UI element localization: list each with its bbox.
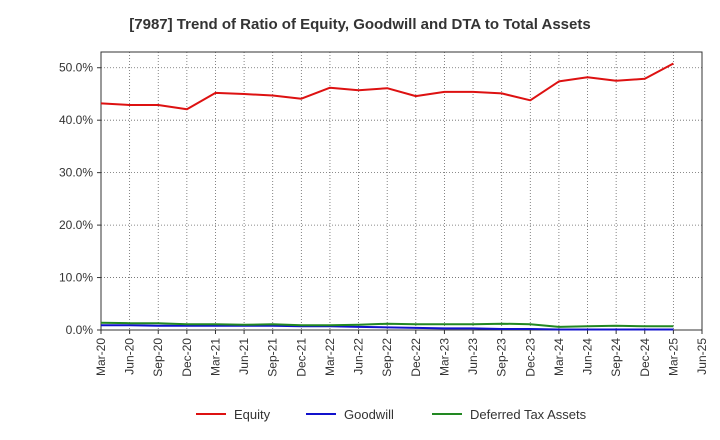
x-tick-label: Mar-24 (552, 338, 566, 376)
legend-label: Goodwill (344, 407, 394, 422)
y-tick-label: 50.0% (59, 61, 93, 75)
chart-title: [7987] Trend of Ratio of Equity, Goodwil… (129, 16, 591, 33)
series-layer (100, 62, 674, 331)
x-tick-label: Sep-24 (609, 338, 623, 377)
series-line-goodwill (101, 324, 674, 331)
legend-label: Deferred Tax Assets (470, 407, 587, 422)
y-tick-label: 30.0% (59, 166, 93, 180)
x-tick-label: Dec-24 (638, 338, 652, 377)
legend-item-equity: Equity (196, 407, 271, 422)
x-tick-label: Mar-23 (437, 338, 451, 376)
x-tick-label: Dec-23 (523, 338, 537, 377)
x-tick-label: Dec-22 (409, 338, 423, 377)
x-tick-label: Sep-22 (380, 338, 394, 377)
legend-item-deferred-tax-assets: Deferred Tax Assets (432, 407, 587, 422)
x-tick-label: Mar-25 (666, 338, 680, 376)
x-tick-label: Jun-22 (352, 338, 366, 375)
x-tick-label: Jun-23 (466, 338, 480, 375)
series-line-equity (100, 62, 674, 111)
x-tick-label: Jun-24 (581, 338, 595, 375)
x-tick-label: Dec-20 (180, 338, 194, 377)
grid-layer (101, 52, 702, 330)
x-tick-label: Jun-21 (237, 338, 251, 375)
x-tick-label: Dec-21 (294, 338, 308, 377)
x-tick-label: Mar-22 (323, 338, 337, 376)
x-tick-label: Sep-21 (266, 338, 280, 377)
x-tick-label: Mar-21 (208, 338, 222, 376)
x-tick-label: Sep-20 (151, 338, 165, 377)
x-tick-label: Jun-20 (123, 338, 137, 375)
series-line-deferred-tax-assets (100, 321, 674, 328)
x-tick-label: Jun-25 (695, 338, 709, 375)
y-tick-label: 40.0% (59, 113, 93, 127)
plot-frame (100, 51, 703, 331)
legend-label: Equity (234, 407, 271, 422)
y-tick-label: 10.0% (59, 271, 93, 285)
y-tick-label: 0.0% (66, 323, 94, 337)
legend: Equity Goodwill Deferred Tax Assets (196, 407, 587, 422)
x-tick-label: Sep-23 (495, 338, 509, 377)
x-tick-label: Mar-20 (94, 338, 108, 376)
legend-item-goodwill: Goodwill (306, 407, 394, 422)
y-tick-label: 20.0% (59, 218, 93, 232)
axis-layer: 0.0% 10.0% 20.0% 30.0% 40.0% 50.0% Mar-20 Jun-2… (59, 51, 709, 377)
